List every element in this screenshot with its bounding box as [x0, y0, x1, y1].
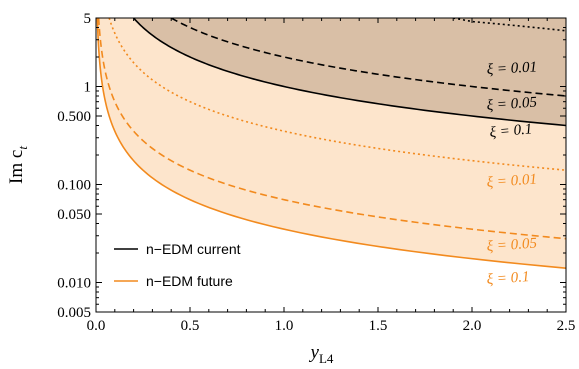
y-tick-label: 0.005: [57, 305, 91, 321]
plot-frame: [95, 17, 567, 313]
x-axis-title-main: y: [309, 342, 320, 363]
xi-labels: ξ = 0.01 ξ = 0.05 ξ = 0.1 ξ = 0.01 ξ = 0.05 ξ…: [486, 59, 538, 288]
future-curve-solid: [96, 18, 566, 269]
y-tick-label: 1: [84, 79, 92, 95]
current-curve-solid: [133, 18, 566, 127]
legend: n−EDM current n−EDM future: [114, 241, 241, 289]
x-axis-title-sub: L4: [319, 351, 334, 366]
xi-label-future-dotted: ξ = 0.01: [486, 172, 537, 191]
x-tick-label: 0.0: [87, 318, 106, 334]
constraint-curves: [96, 18, 566, 269]
y-axis-title: Im ct: [6, 146, 30, 184]
x-axis-title: yL4: [309, 342, 334, 366]
y-axis-title-sub: t: [15, 146, 30, 150]
x-tick-label: 0.5: [181, 318, 200, 334]
x-tick-label: 1.5: [369, 318, 388, 334]
y-tick-label: 5: [84, 11, 92, 27]
x-axis-ticks: 0.0 0.5 1.0 1.5 2.0 2.5: [87, 18, 576, 334]
xi-label-future-dashed: ξ = 0.05: [486, 235, 538, 255]
current-curve-dashed: [170, 18, 566, 97]
y-axis-title-main: Im c: [6, 150, 27, 184]
x-tick-label: 2.5: [557, 318, 576, 334]
y-tick-label: 0.100: [57, 177, 91, 193]
xi-label-future-solid: ξ = 0.1: [486, 269, 530, 288]
future-curve-dashed: [97, 18, 566, 240]
exclusion-regions: [97, 18, 566, 269]
xi-label-current-dotted: ξ = 0.01: [486, 59, 537, 78]
xi-label-current-solid: ξ = 0.1: [489, 121, 533, 141]
legend-label-current: n−EDM current: [146, 241, 241, 257]
x-tick-label: 1.0: [275, 318, 294, 334]
y-tick-label: 0.050: [57, 207, 91, 223]
y-tick-label: 0.500: [57, 109, 91, 125]
future-curve-dotted: [108, 18, 566, 171]
current-excluded-region: [133, 18, 566, 126]
legend-label-future: n−EDM future: [146, 273, 233, 289]
y-tick-label: 0.010: [57, 275, 91, 291]
y-axis-ticks: 0.005 0.010 0.050 0.100 0.500 1 5: [57, 11, 566, 321]
x-tick-label: 2.0: [463, 318, 482, 334]
xi-label-current-dashed: ξ = 0.05: [486, 94, 538, 114]
